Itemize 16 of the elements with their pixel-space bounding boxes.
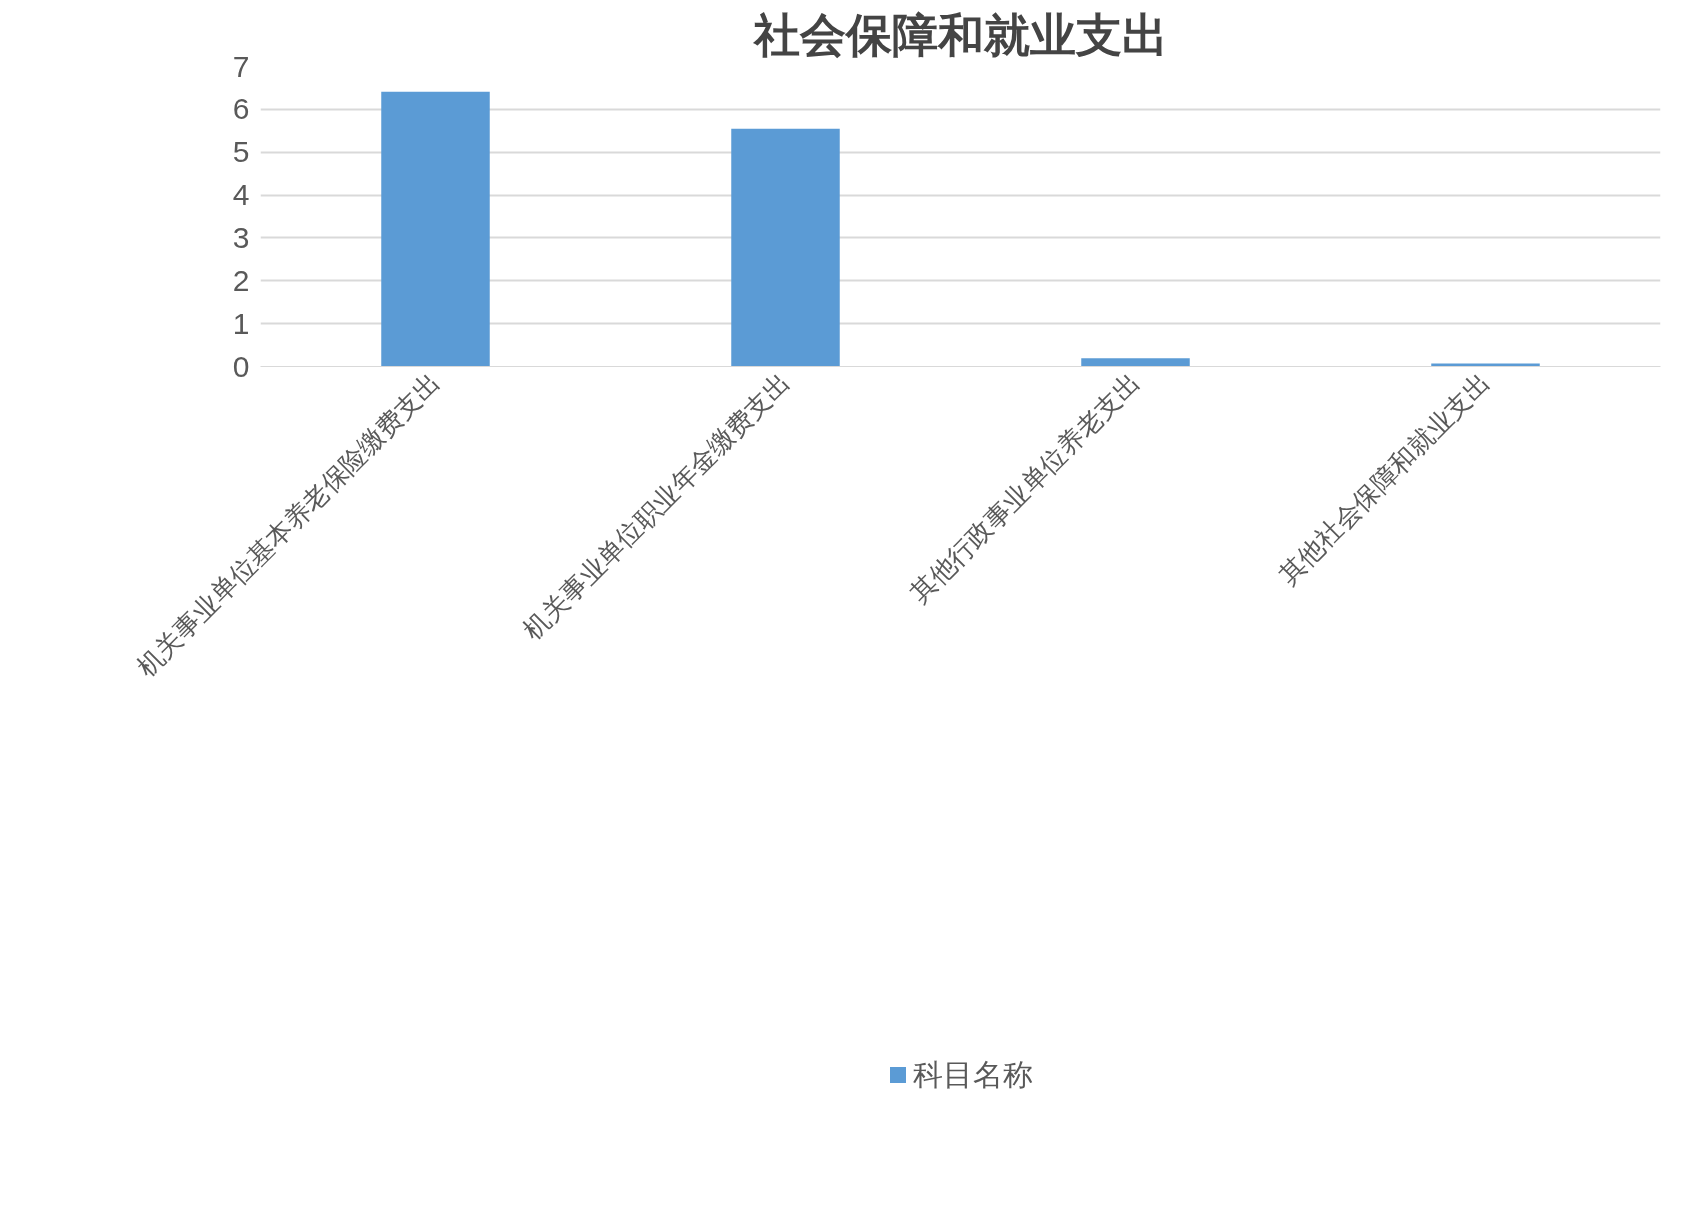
y-tick-label: 3 <box>232 220 250 254</box>
y-tick-label: 5 <box>232 135 250 169</box>
bar <box>731 128 840 367</box>
x-tick-label: 其他社会保障和就业支出 <box>1272 366 1497 591</box>
chart-title: 社会保障和就业支出 <box>751 7 1168 62</box>
x-tick-label: 其他行政事业单位养老支出 <box>904 366 1147 609</box>
x-tick-label: 机关事业单位职业年金缴费支出 <box>517 366 797 646</box>
y-tick-label: 6 <box>232 92 250 126</box>
bar <box>1081 358 1190 367</box>
legend-label: 科目名称 <box>912 1056 1033 1093</box>
y-tick-label: 0 <box>232 349 250 383</box>
y-tick-label: 7 <box>232 49 250 83</box>
y-tick-label: 2 <box>232 263 250 297</box>
y-tick-label: 1 <box>232 306 250 340</box>
bar <box>381 91 490 367</box>
y-tick-label: 4 <box>232 178 250 212</box>
